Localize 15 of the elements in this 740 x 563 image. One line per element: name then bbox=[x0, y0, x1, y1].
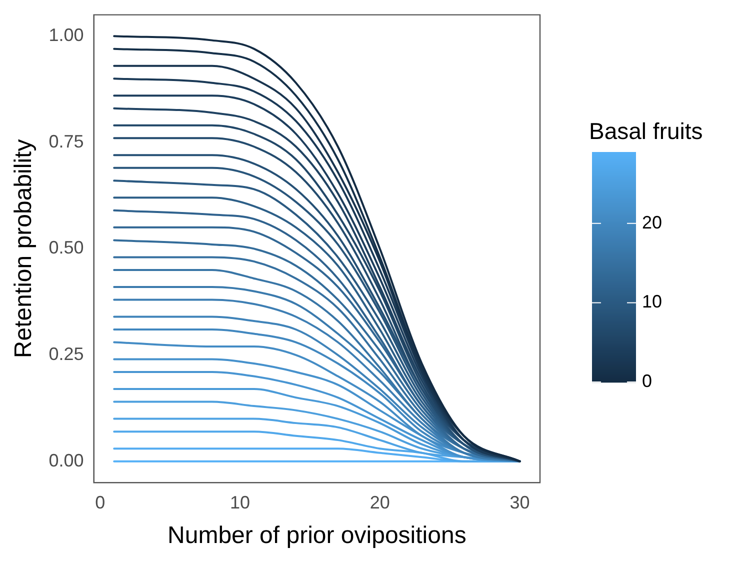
y-axis-title: Retention probability bbox=[10, 139, 38, 358]
color-bar-title: Basal fruits bbox=[589, 118, 703, 144]
y-tick-label: 0.50 bbox=[48, 238, 84, 258]
y-tick-label: 0.75 bbox=[48, 131, 84, 152]
y-tick-label: 0.00 bbox=[48, 450, 84, 470]
x-tick-label: 0 bbox=[95, 492, 106, 512]
color-bar-label: 0 bbox=[642, 370, 652, 391]
y-tick-label: 1.00 bbox=[48, 25, 84, 46]
x-tick-label: 10 bbox=[230, 492, 250, 512]
y-tick-label: 0.25 bbox=[48, 344, 84, 364]
x-tick-label: 20 bbox=[370, 492, 390, 512]
x-tick-label: 30 bbox=[510, 492, 530, 512]
color-bar-label: 10 bbox=[642, 292, 662, 312]
color-bar-label: 20 bbox=[642, 212, 662, 232]
x-axis-title: Number of prior ovipositions bbox=[168, 522, 466, 550]
